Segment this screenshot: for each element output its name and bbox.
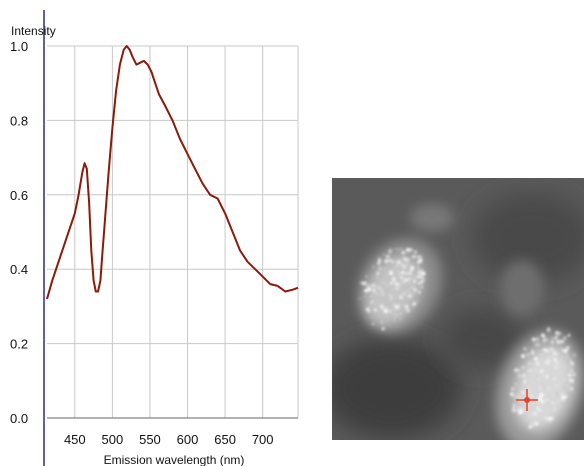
crosshair-marker <box>516 389 538 411</box>
y-tick-label: 0.6 <box>10 188 28 203</box>
x-tick-label: 550 <box>139 432 161 447</box>
y-tick-label: 0.0 <box>10 411 28 426</box>
x-tick-label: 500 <box>102 432 124 447</box>
fluorescence-micrograph <box>332 178 584 440</box>
micrograph-faint-cell <box>410 204 454 232</box>
chart-axes <box>43 10 298 466</box>
micrograph-shadow-region <box>442 308 522 368</box>
y-tick-label: 1.0 <box>10 39 28 54</box>
y-tick-label: 0.4 <box>10 262 28 277</box>
x-tick-label: 450 <box>64 432 86 447</box>
x-tick-label: 650 <box>214 432 236 447</box>
emission-spectrum-chart: 0.0 0.2 0.4 0.6 0.8 1.0 450 500 550 600 650 700 Int… <box>10 10 299 466</box>
micrograph-shadow-region <box>332 338 462 438</box>
y-tick-label: 0.8 <box>10 113 28 128</box>
y-axis-label: Intensity <box>11 24 56 38</box>
x-tick-label: 600 <box>177 432 199 447</box>
series-line <box>46 45 299 300</box>
micrograph-speckles <box>359 247 576 429</box>
x-axis-label: Emission wavelength (nm) <box>104 453 245 466</box>
micrograph-faint-cell <box>500 260 544 316</box>
micrograph-cell-lower-bright <box>514 345 574 431</box>
x-tick-label: 700 <box>252 432 274 447</box>
micrograph-shadow-region <box>472 193 584 283</box>
chart-grid <box>47 45 299 419</box>
chart-tick-labels: 0.0 0.2 0.4 0.6 0.8 1.0 450 500 550 600 650 700 <box>10 39 274 447</box>
chart-series <box>46 45 299 300</box>
y-tick-label: 0.2 <box>10 337 28 352</box>
